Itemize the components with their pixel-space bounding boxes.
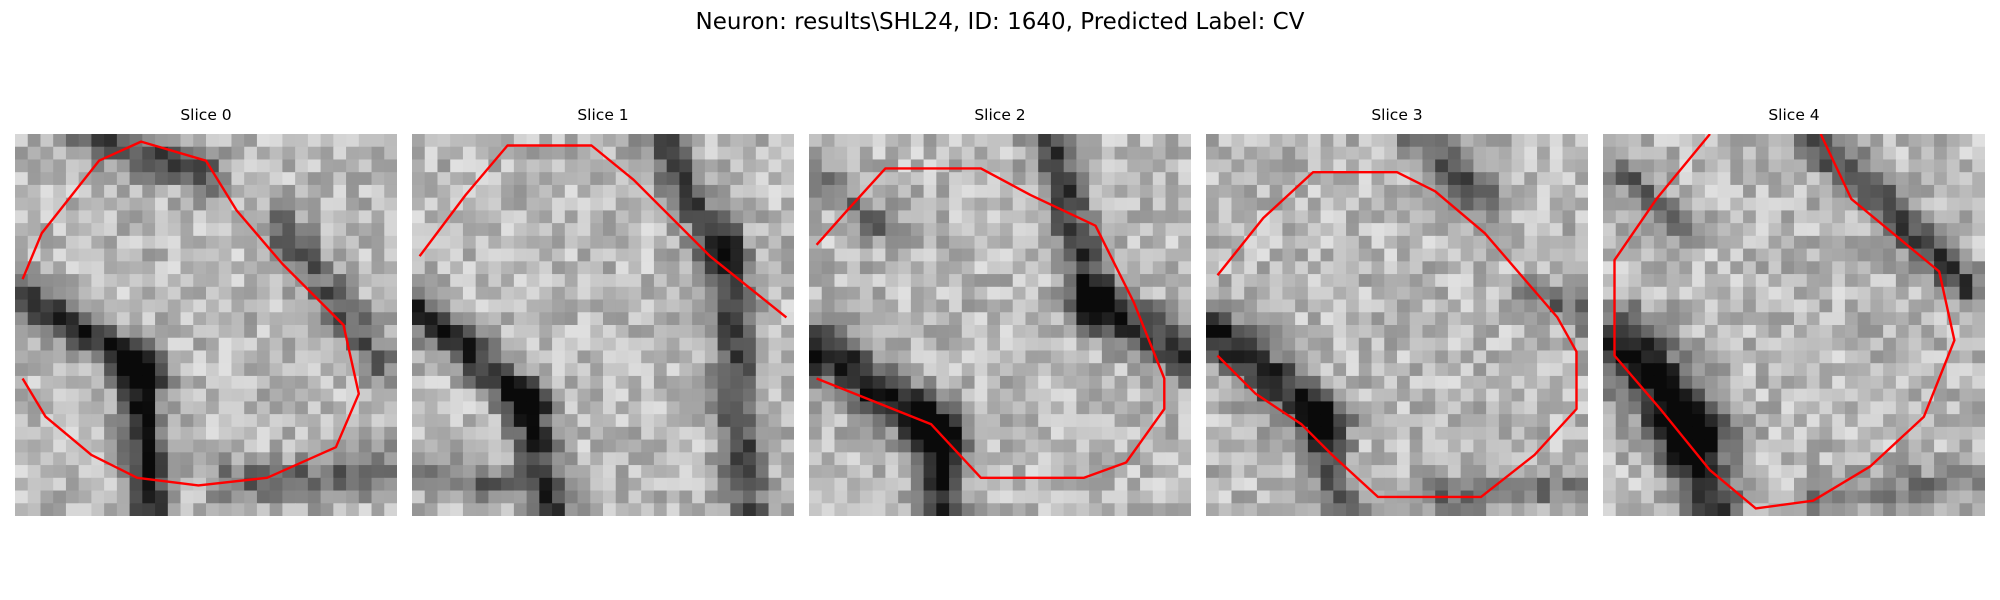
cell-contour (21, 140, 360, 487)
figure-title: Neuron: results\SHL24, ID: 1640, Predict… (695, 9, 1305, 35)
slice-title: Slice 0 (180, 106, 232, 124)
cell-contour (815, 167, 1166, 479)
cell-contour (1216, 171, 1578, 499)
slice-title: Slice 3 (1371, 106, 1423, 124)
cell-contour (1613, 134, 1956, 510)
microscopy-image-slice-0 (15, 134, 397, 516)
slice-panel-3: Slice 3 (1206, 104, 1588, 516)
slice-title: Slice 1 (577, 106, 629, 124)
microscopy-image-slice-4 (1603, 134, 1985, 516)
microscopy-image-slice-3 (1206, 134, 1588, 516)
cell-contour (418, 144, 788, 319)
slice-title: Slice 4 (1768, 106, 1820, 124)
slice-panel-1: Slice 1 (412, 104, 794, 516)
microscopy-image-slice-1 (412, 134, 794, 516)
slice-panel-2: Slice 2 (809, 104, 1191, 516)
slice-title: Slice 2 (974, 106, 1026, 124)
slice-panel-0: Slice 0 (15, 104, 397, 516)
microscopy-image-slice-2 (809, 134, 1191, 516)
slice-panel-4: Slice 4 (1603, 104, 1985, 516)
